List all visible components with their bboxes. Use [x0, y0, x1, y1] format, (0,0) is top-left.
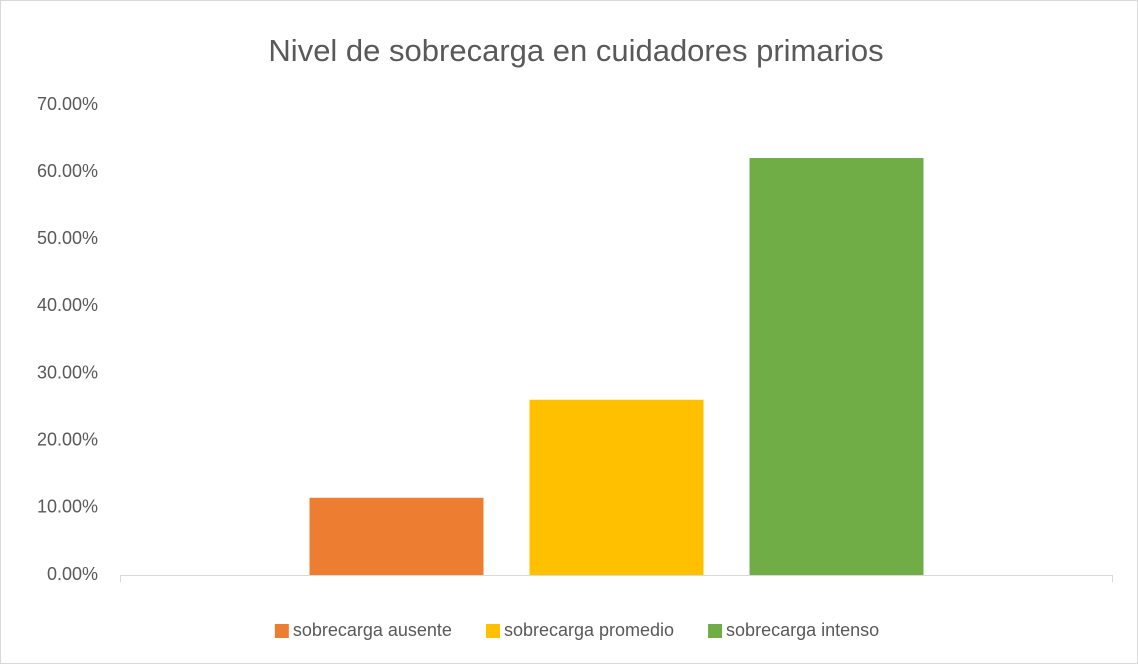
bar	[749, 158, 924, 576]
bar	[309, 497, 484, 575]
legend-swatch	[274, 624, 289, 638]
y-tick-label: 60.00%	[37, 161, 98, 181]
y-tick-label: 20.00%	[37, 429, 98, 449]
y-tick-label: 10.00%	[37, 497, 98, 517]
y-tick-label: 0.00%	[47, 564, 98, 584]
legend-label: sobrecarga promedio	[504, 620, 674, 640]
legend-swatch	[708, 624, 723, 638]
chart-title: Nivel de sobrecarga en cuidadores primar…	[268, 33, 883, 68]
y-tick-label: 50.00%	[37, 228, 98, 248]
bar	[529, 399, 704, 575]
legend-label: sobrecarga intenso	[726, 620, 879, 640]
y-tick-label: 30.00%	[37, 362, 98, 382]
y-tick-label: 70.00%	[37, 94, 98, 114]
legend-swatch	[485, 624, 500, 638]
legend-label: sobrecarga ausente	[293, 620, 452, 640]
y-tick-label: 40.00%	[37, 295, 98, 315]
